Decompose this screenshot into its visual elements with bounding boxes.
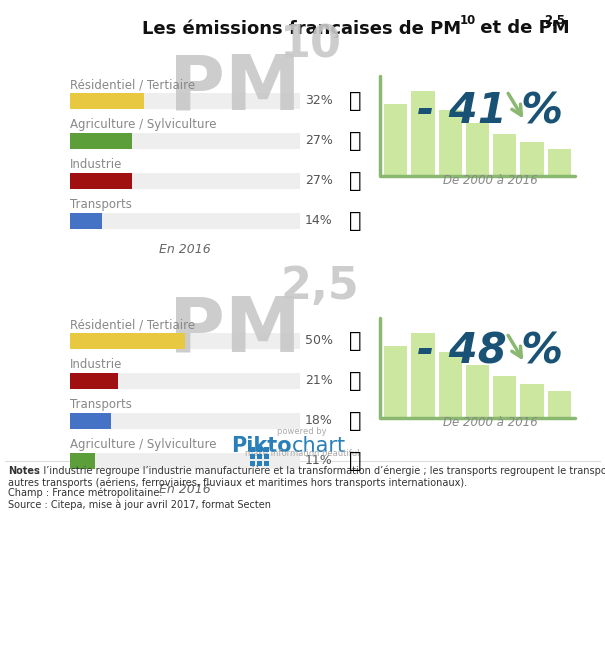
Text: - 41 %: - 41 % xyxy=(417,91,563,133)
Text: Agriculture / Sylviculture: Agriculture / Sylviculture xyxy=(70,118,217,131)
Bar xyxy=(250,461,255,466)
Text: De 2000 à 2016: De 2000 à 2016 xyxy=(443,174,537,187)
Text: 21%: 21% xyxy=(305,375,333,388)
Text: 27%: 27% xyxy=(305,134,333,147)
Text: 2,5: 2,5 xyxy=(544,14,565,27)
Text: PM: PM xyxy=(169,51,301,125)
Bar xyxy=(493,134,517,176)
Bar xyxy=(384,346,407,418)
Bar xyxy=(257,461,262,466)
Text: 27%: 27% xyxy=(305,174,333,187)
Bar xyxy=(439,110,462,176)
Text: 2,5: 2,5 xyxy=(280,265,359,308)
Bar xyxy=(70,333,185,349)
Text: 50%: 50% xyxy=(305,335,333,348)
Text: make information beautiful: make information beautiful xyxy=(245,449,359,458)
Bar xyxy=(548,149,571,176)
Bar xyxy=(70,213,102,229)
Text: Agriculture / Sylviculture: Agriculture / Sylviculture xyxy=(70,438,217,451)
Bar xyxy=(70,213,300,229)
Text: 🏭: 🏭 xyxy=(348,171,361,191)
Text: : l’industrie regroupe l’industrie manufacturière et la transformation d’énergie: : l’industrie regroupe l’industrie manuf… xyxy=(34,466,605,477)
Bar xyxy=(548,391,571,418)
Bar xyxy=(70,373,300,389)
Bar xyxy=(250,454,255,459)
Bar xyxy=(70,373,119,389)
Bar xyxy=(70,453,96,469)
Text: - 48 %: - 48 % xyxy=(417,331,563,373)
Bar xyxy=(466,123,489,176)
Text: et de PM: et de PM xyxy=(474,19,570,37)
Text: Source : Citepa, mise à jour avril 2017, format Secten: Source : Citepa, mise à jour avril 2017,… xyxy=(8,499,271,510)
Bar xyxy=(411,91,434,176)
Text: 14%: 14% xyxy=(305,214,333,227)
Text: Transports: Transports xyxy=(70,398,132,411)
Bar xyxy=(250,447,255,452)
Text: Notes: Notes xyxy=(8,466,40,476)
Text: 11%: 11% xyxy=(305,455,333,468)
Text: 🚜: 🚜 xyxy=(348,451,361,471)
Text: Résidentiel / Tertiaire: Résidentiel / Tertiaire xyxy=(70,318,195,331)
Bar xyxy=(70,93,300,109)
Text: 🏠: 🏠 xyxy=(348,331,361,351)
Bar xyxy=(257,447,262,452)
Text: 🚗: 🚗 xyxy=(348,411,361,431)
Text: Industrie: Industrie xyxy=(70,358,122,371)
Bar xyxy=(520,384,544,418)
Text: 🚜: 🚜 xyxy=(348,131,361,151)
Text: powered by: powered by xyxy=(277,427,327,436)
Text: 10: 10 xyxy=(460,14,476,27)
Bar xyxy=(384,104,407,176)
Bar xyxy=(70,333,300,349)
Bar xyxy=(520,142,544,176)
Bar xyxy=(466,365,489,418)
Bar xyxy=(70,173,300,189)
Bar xyxy=(264,447,269,452)
Text: De 2000 à 2016: De 2000 à 2016 xyxy=(443,416,537,429)
Bar xyxy=(70,453,300,469)
Bar xyxy=(264,454,269,459)
Text: 32%: 32% xyxy=(305,94,333,107)
Bar xyxy=(70,133,300,149)
Text: chart: chart xyxy=(292,436,346,456)
Bar xyxy=(70,173,132,189)
Bar xyxy=(411,333,434,418)
Text: Transports: Transports xyxy=(70,198,132,211)
Bar xyxy=(70,133,132,149)
Text: Industrie: Industrie xyxy=(70,158,122,171)
Text: 18%: 18% xyxy=(305,415,333,428)
Text: 🏭: 🏭 xyxy=(348,371,361,391)
Text: 🚗: 🚗 xyxy=(348,211,361,231)
Bar xyxy=(493,375,517,418)
Bar xyxy=(70,413,300,429)
Bar xyxy=(264,461,269,466)
Text: Pikto: Pikto xyxy=(231,436,292,456)
Text: En 2016: En 2016 xyxy=(159,243,211,256)
Text: autres transports (aériens, ferroviaires, fluviaux et maritimes hors transports : autres transports (aériens, ferroviaires… xyxy=(8,477,467,488)
Bar xyxy=(257,454,262,459)
Text: 🏠: 🏠 xyxy=(348,91,361,111)
Text: Champ : France métropolitaine.: Champ : France métropolitaine. xyxy=(8,488,162,499)
Text: En 2016: En 2016 xyxy=(159,483,211,496)
Bar xyxy=(439,351,462,418)
Text: Résidentiel / Tertiaire: Résidentiel / Tertiaire xyxy=(70,78,195,91)
Text: PM: PM xyxy=(169,293,301,367)
Text: 10: 10 xyxy=(280,23,342,66)
Bar xyxy=(70,93,143,109)
Text: Les émissions françaises de PM: Les émissions françaises de PM xyxy=(142,19,462,37)
Bar xyxy=(70,413,111,429)
